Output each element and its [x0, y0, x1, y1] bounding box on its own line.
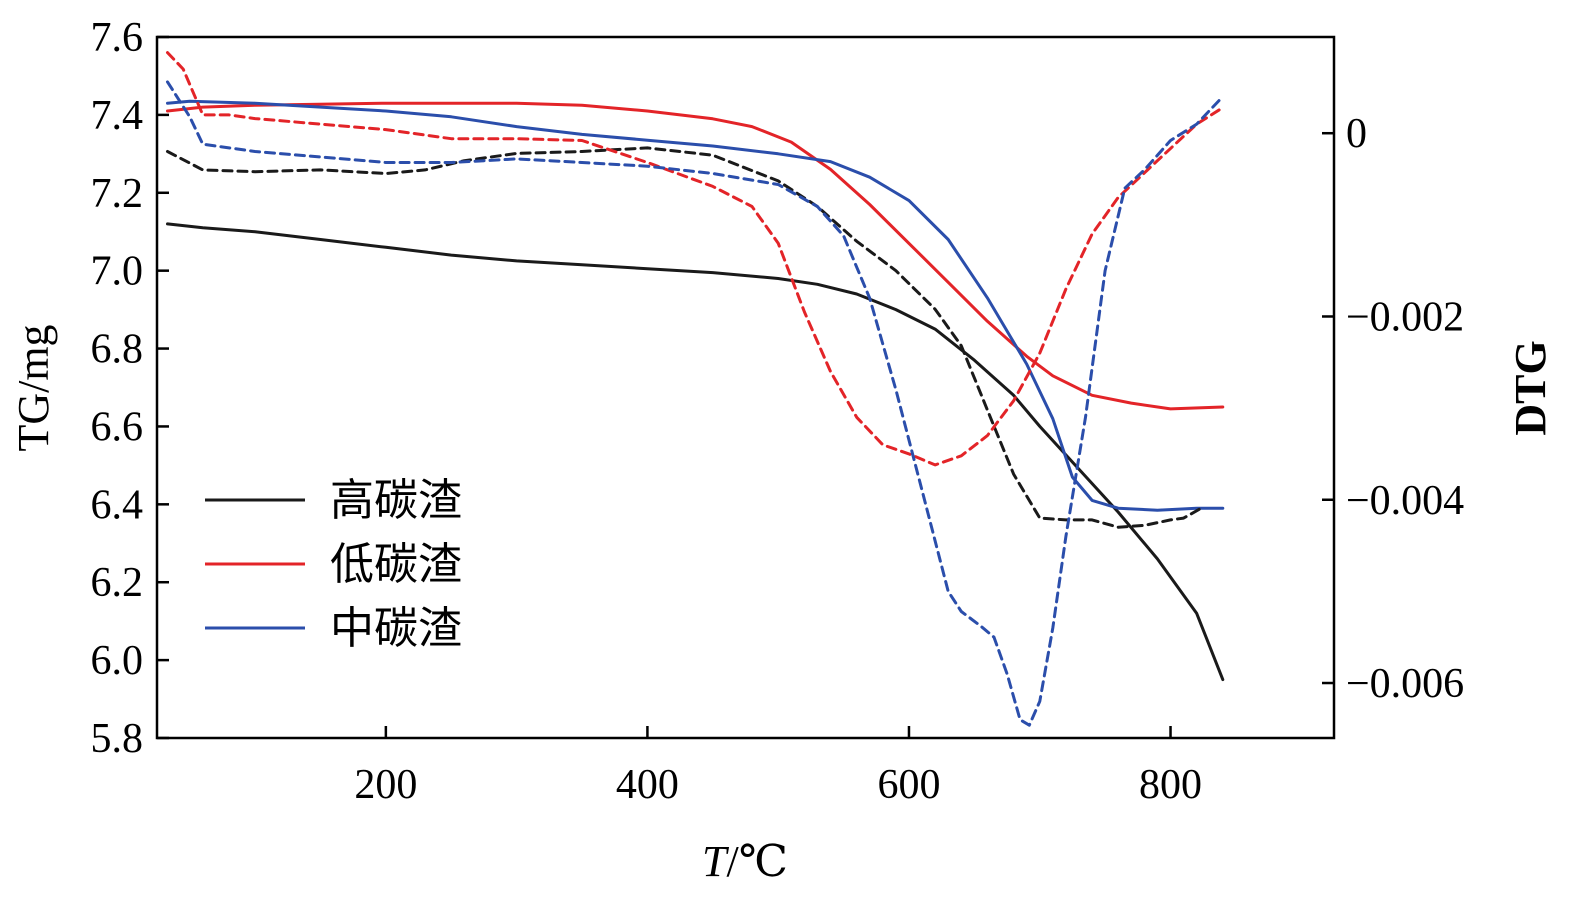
x-tick-label: 800 [1139, 762, 1202, 808]
x-axis-title-variable: T [702, 837, 730, 886]
y-tick-label: 6.2 [91, 560, 144, 606]
y-axis-title: TG/mg [9, 324, 58, 451]
x-tick-label: 200 [354, 762, 417, 808]
y-tick-label: 7.6 [91, 15, 144, 61]
x-axis-title-unit: /℃ [727, 837, 788, 886]
series-dtg-3 [166, 146, 1205, 529]
y2-tick-label: −0.002 [1346, 294, 1464, 340]
y-tick-label: 6.6 [91, 404, 144, 450]
legend-label-0: 高碳渣 [330, 475, 462, 526]
legend-label-1: 低碳渣 [330, 539, 462, 590]
y-tick-label: 7.2 [91, 171, 144, 217]
legend-label-2: 中碳渣 [330, 603, 462, 654]
y-tick-label: 6.8 [91, 327, 144, 373]
y2-axis-title: DTG [1506, 340, 1555, 435]
legend: 高碳渣 低碳渣 中碳渣 [205, 475, 462, 654]
y-tick-label: 7.0 [91, 249, 144, 295]
y-tick-label: 6.4 [91, 482, 144, 528]
y2-tick-label: −0.004 [1346, 478, 1464, 524]
series-tg-1 [166, 101, 1225, 411]
plot-frame [155, 35, 1336, 740]
x-tick-label: 400 [616, 762, 679, 808]
series-layer [166, 51, 1225, 727]
series-dtg-5 [166, 80, 1225, 727]
y-tick-label: 7.4 [91, 93, 144, 139]
series-tg-0 [166, 222, 1225, 682]
y2-tick-label: −0.006 [1346, 661, 1464, 707]
x-axis-title: T/℃ [702, 837, 788, 886]
y-tick-label: 5.8 [91, 716, 144, 762]
y2-tick-label: 0 [1346, 111, 1367, 157]
ticks-layer: 5.8 6.0 6.2 6.4 6.6 6.8 7.0 7.2 7.4 7.6 0 −0.002 −0.… [91, 15, 1465, 808]
series-tg-2 [166, 99, 1225, 512]
x-tick-label: 600 [877, 762, 940, 808]
series-dtg-4 [166, 51, 1225, 467]
y-tick-label: 6.0 [91, 638, 144, 684]
